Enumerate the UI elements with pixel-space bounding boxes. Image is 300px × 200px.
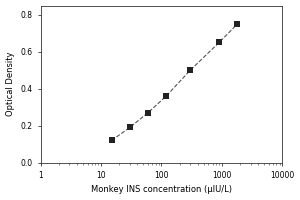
Point bbox=[217, 41, 221, 44]
Point bbox=[128, 126, 132, 129]
Y-axis label: Optical Density: Optical Density bbox=[6, 52, 15, 116]
Point bbox=[146, 111, 150, 114]
Point bbox=[188, 69, 193, 72]
X-axis label: Monkey INS concentration (μIU/L): Monkey INS concentration (μIU/L) bbox=[91, 185, 232, 194]
Point bbox=[235, 22, 240, 26]
Point bbox=[109, 139, 114, 142]
Point bbox=[164, 94, 169, 98]
